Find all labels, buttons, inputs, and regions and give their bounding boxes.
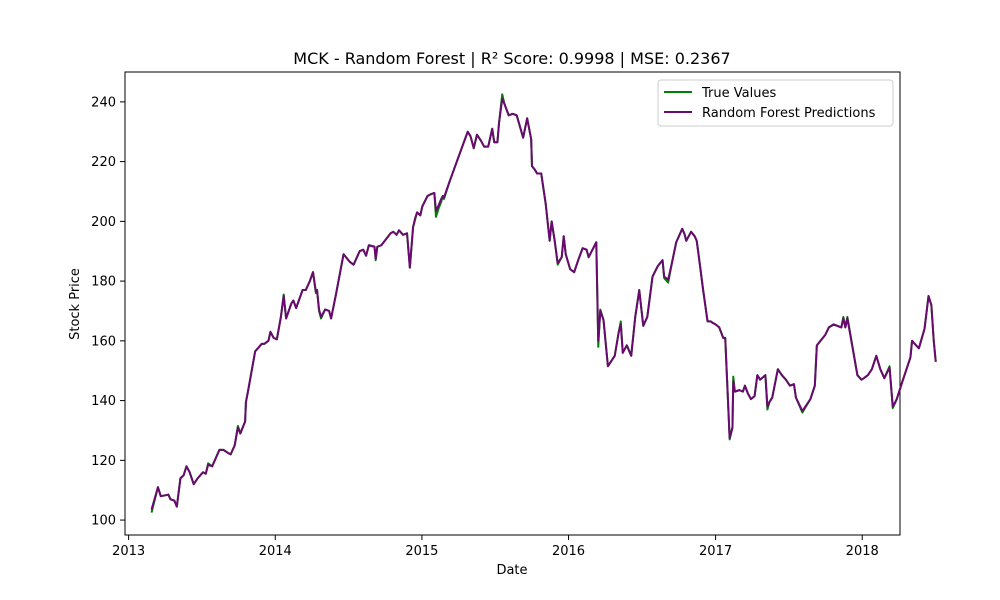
y-tick-label: 120 [91,454,116,469]
y-tick-label: 160 [91,334,116,349]
x-tick-label: 2013 [112,544,145,559]
series-line-predictions [150,97,937,510]
x-axis-ticks: 2013 2014 2015 2016 2017 2018 [112,535,879,559]
plot-frame [124,71,901,536]
plot-area [124,71,901,536]
series-lines [150,93,937,513]
y-tick-label: 220 [91,155,116,170]
legend-box [657,79,894,127]
y-axis-label: Stock Price [68,268,83,340]
legend-label: Random Forest Predictions [702,106,876,121]
x-tick-label: 2016 [552,544,585,559]
y-tick-label: 100 [91,514,116,529]
x-tick-label: 2018 [846,544,879,559]
x-tick-label: 2015 [405,544,438,559]
legend: True Values Random Forest Predictions [657,79,894,127]
chart-title: MCK - Random Forest | R² Score: 0.9998 |… [293,49,730,68]
x-tick-label: 2017 [699,544,732,559]
y-tick-label: 180 [91,275,116,290]
y-tick-label: 200 [91,215,116,230]
x-tick-label: 2014 [259,544,292,559]
x-axis-label: Date [496,563,527,578]
legend-label: True Values [701,86,776,101]
y-tick-label: 240 [91,95,116,110]
y-tick-label: 140 [91,394,116,409]
y-axis-ticks: 100 120 140 160 180 200 220 240 [91,95,125,529]
